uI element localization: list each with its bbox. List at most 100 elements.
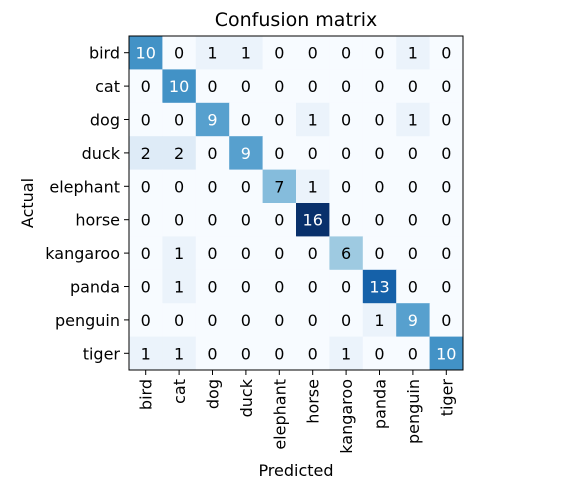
y-tick-label: dog [90,111,120,130]
heatmap-cell [296,136,330,171]
heatmap-cell [296,169,330,204]
heatmap-cell [429,69,464,104]
heatmap-cell [195,236,230,271]
heatmap-cell [162,336,197,371]
heatmap-cell [329,36,364,70]
heatmap-cell [362,169,397,204]
x-tick-label: penguin [404,379,423,444]
cell-value-label: 1 [308,111,318,130]
heatmap-cell [129,303,163,338]
heatmap-cell [262,102,297,137]
cell-value-label: 1 [207,44,217,63]
cell-value-label: 0 [141,177,151,196]
y-tick-label: bird [89,44,120,63]
cell-value-label: 0 [141,278,151,297]
cell-value-label: 0 [341,111,351,130]
x-tick-label: tiger [437,379,456,417]
cell-value-label: 0 [274,77,284,96]
heatmap-cell [195,102,230,137]
cell-value-label: 0 [374,211,384,230]
cell-value-label: 0 [308,278,318,297]
cell-value-label: 0 [374,44,384,63]
heatmap-cell [195,336,230,371]
cell-value-label: 0 [441,111,451,130]
x-tick-label: bird [137,379,156,410]
heatmap-cell [329,303,364,338]
cell-value-label: 0 [408,211,418,230]
heatmap-cell [229,36,264,70]
heatmap-cell [129,236,163,271]
cell-value-label: 0 [374,177,384,196]
cell-value-label: 0 [141,77,151,96]
y-tick-label: cat [95,77,120,96]
heatmap-cell [195,303,230,338]
heatmap-cell [429,236,464,271]
heatmap-cell [296,236,330,271]
cell-value-label: 1 [141,344,151,363]
heatmap-cell [262,169,297,204]
cell-value-label: 0 [274,44,284,63]
y-tick-label: tiger [83,344,121,363]
cell-value-label: 0 [308,77,318,96]
heatmap-cell [129,203,163,237]
heatmap-cell [162,36,197,70]
heatmap-cell [329,336,364,371]
cell-value-label: 0 [274,344,284,363]
cell-value-label: 1 [408,111,418,130]
heatmap-cell [262,36,297,70]
heatmap-cell [229,169,264,204]
cell-value-label: 0 [241,111,251,130]
cell-value-label: 0 [308,144,318,163]
heatmap-cell [362,203,397,237]
cell-value-label: 0 [341,211,351,230]
cell-value-label: 0 [207,77,217,96]
heatmap-cell [362,303,397,338]
cell-value-label: 0 [408,244,418,263]
heatmap-cell [329,236,364,271]
plot-frame [128,35,464,371]
y-tick-label: duck [82,144,121,163]
cell-value-label: 9 [207,111,217,130]
heatmap-cell [195,169,230,204]
cell-value-label: 10 [436,344,456,363]
heatmap-cell [262,69,297,104]
cell-value-label: 2 [174,144,184,163]
cell-value-label: 0 [241,311,251,330]
cell-value-label: 0 [274,278,284,297]
heatmap-cell [195,269,230,304]
heatmap-cell [262,203,297,237]
heatmap-cell [429,169,464,204]
cell-value-label: 1 [174,278,184,297]
cell-value-label: 0 [141,244,151,263]
cell-value-label: 0 [141,211,151,230]
cell-value-label: 0 [408,144,418,163]
heatmap-cell [162,269,197,304]
heatmap-cell [162,169,197,204]
cell-value-label: 7 [274,177,284,196]
heatmap-cell [396,269,431,304]
heatmap-cell [195,136,230,171]
y-tick-label: horse [75,211,120,230]
heatmap-cell [362,69,397,104]
heatmap-cell [129,269,163,304]
y-tick-label: elephant [49,177,120,196]
y-tick-label: penguin [55,311,120,330]
heatmap-cell [329,269,364,304]
cell-value-label: 1 [374,311,384,330]
cell-value-label: 0 [241,278,251,297]
heatmap-cell [396,303,431,338]
cell-value-label: 0 [341,77,351,96]
heatmap-cell [329,203,364,237]
cell-value-label: 0 [241,344,251,363]
cell-value-label: 13 [369,278,389,297]
y-axis-label: Actual [18,178,37,228]
x-tick-label: duck [237,378,256,417]
cell-value-label: 0 [174,211,184,230]
cell-value-label: 0 [174,111,184,130]
cell-value-label: 0 [241,177,251,196]
cell-value-label: 6 [341,244,351,263]
cell-value-label: 10 [136,44,156,63]
x-tick-label: elephant [270,379,289,450]
cell-value-label: 0 [274,111,284,130]
